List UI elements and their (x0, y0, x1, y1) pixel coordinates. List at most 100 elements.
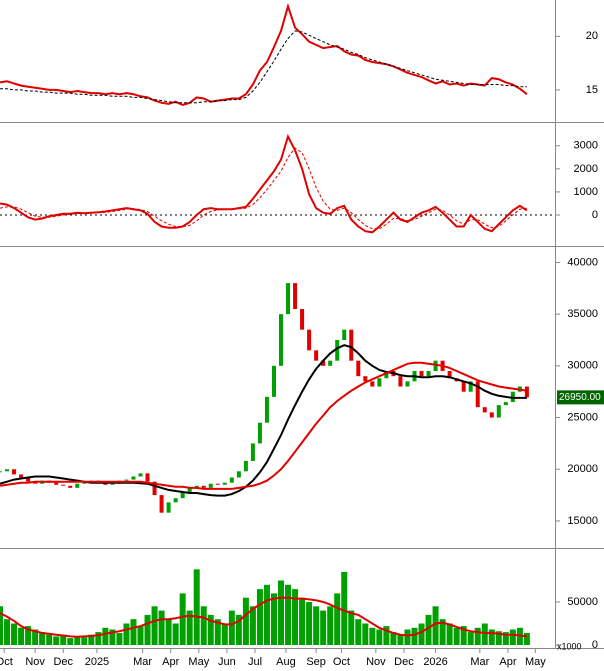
candle (271, 365, 276, 397)
volume-bar (306, 601, 313, 645)
candle (503, 402, 508, 406)
candle (75, 483, 80, 488)
x-tick-label: May (188, 656, 209, 668)
x-tick-label: Jun (218, 656, 236, 668)
y-tick-label: 20000 (567, 463, 598, 475)
candle (145, 473, 150, 482)
volume-bar (214, 619, 221, 645)
volume-bar (453, 627, 460, 645)
candle (279, 314, 284, 366)
candle (159, 495, 164, 513)
candle (356, 360, 361, 377)
volume-bar (313, 606, 320, 645)
x-tick-label: Aug (276, 656, 296, 668)
volume-bar (144, 614, 151, 645)
candle (307, 329, 312, 351)
volume-bar (207, 614, 214, 645)
volume-bar (102, 627, 109, 645)
candle (138, 473, 143, 477)
candle (68, 485, 73, 488)
volume-bar (242, 597, 249, 645)
volume-bar (418, 623, 425, 645)
y-tick-label: 35000 (567, 308, 598, 320)
y-tick-label: 25000 (567, 411, 598, 423)
volume-bar (221, 623, 228, 645)
candle (236, 471, 241, 478)
candle (173, 498, 178, 503)
x-tick-label: May (525, 656, 546, 668)
volume-bar (320, 610, 327, 645)
candle (363, 376, 368, 382)
candle (54, 482, 59, 485)
candle (194, 485, 199, 488)
y-tick-label: 40000 (567, 256, 598, 268)
volume-bar (18, 627, 25, 645)
candle (426, 371, 431, 377)
volume-bar (158, 610, 165, 645)
volume-bar (425, 614, 432, 645)
x-tick-label: Dec (394, 656, 414, 668)
x-tick-label: Nov (366, 656, 386, 668)
candle (208, 483, 213, 488)
volume-bar (285, 584, 292, 645)
volume-bar (355, 619, 362, 645)
candle (328, 360, 333, 366)
x-tick-label: Apr (162, 656, 179, 668)
volume-bar (11, 623, 18, 645)
x-tick-label: Sep (306, 656, 326, 668)
candle (405, 381, 410, 387)
volume-bar (299, 597, 306, 645)
volume-bar (109, 629, 116, 645)
unit-label: x1000 (557, 641, 582, 651)
series-line (0, 361, 528, 490)
volume-bar (200, 606, 207, 645)
volume-bar (39, 632, 46, 645)
volume-bar (263, 584, 270, 645)
volume-bar (256, 589, 263, 645)
y-tick-label: 0 (592, 639, 598, 651)
y-tick-label: 1000 (574, 186, 598, 198)
y-tick-label: 2000 (574, 163, 598, 175)
volume-bar (348, 610, 355, 645)
volume-bar (292, 589, 299, 645)
x-tick-label: Mar (133, 656, 152, 668)
series-line (0, 596, 528, 638)
volume-bar (179, 593, 186, 645)
volume-bar (235, 614, 242, 645)
volume-bar (341, 571, 348, 645)
volume-bar (460, 626, 467, 645)
candle (482, 407, 487, 413)
y-tick-label: 0 (592, 209, 598, 221)
candle (152, 481, 157, 496)
candle (222, 482, 227, 485)
candle (19, 474, 24, 478)
x-tick-label: Mar (470, 656, 489, 668)
candle (229, 477, 234, 483)
volume-bar (67, 638, 74, 645)
last-price-label: 26950.00 (559, 392, 601, 403)
candle (286, 283, 291, 315)
candle (166, 502, 171, 513)
candle (0, 471, 2, 473)
candle (496, 405, 501, 418)
candle (110, 483, 115, 485)
candle (314, 350, 319, 361)
volume-bar (474, 627, 481, 645)
volume-bar (397, 634, 404, 645)
candle (524, 386, 529, 398)
x-tick-label: 2026 (423, 656, 447, 668)
volume-bar (116, 632, 123, 645)
x-tick-label: Oct (333, 656, 350, 668)
x-tick-label: Dec (53, 656, 73, 668)
volume-bar (439, 619, 446, 645)
candle (257, 422, 262, 444)
volume-bar (495, 631, 502, 645)
volume-bar (390, 632, 397, 645)
candle (12, 469, 17, 475)
volume-bar (228, 610, 235, 645)
candle (377, 378, 382, 387)
y-tick-label: 30000 (567, 360, 598, 372)
volume-bar (327, 606, 334, 645)
series-line (0, 2, 528, 106)
volume-bar (249, 606, 256, 645)
